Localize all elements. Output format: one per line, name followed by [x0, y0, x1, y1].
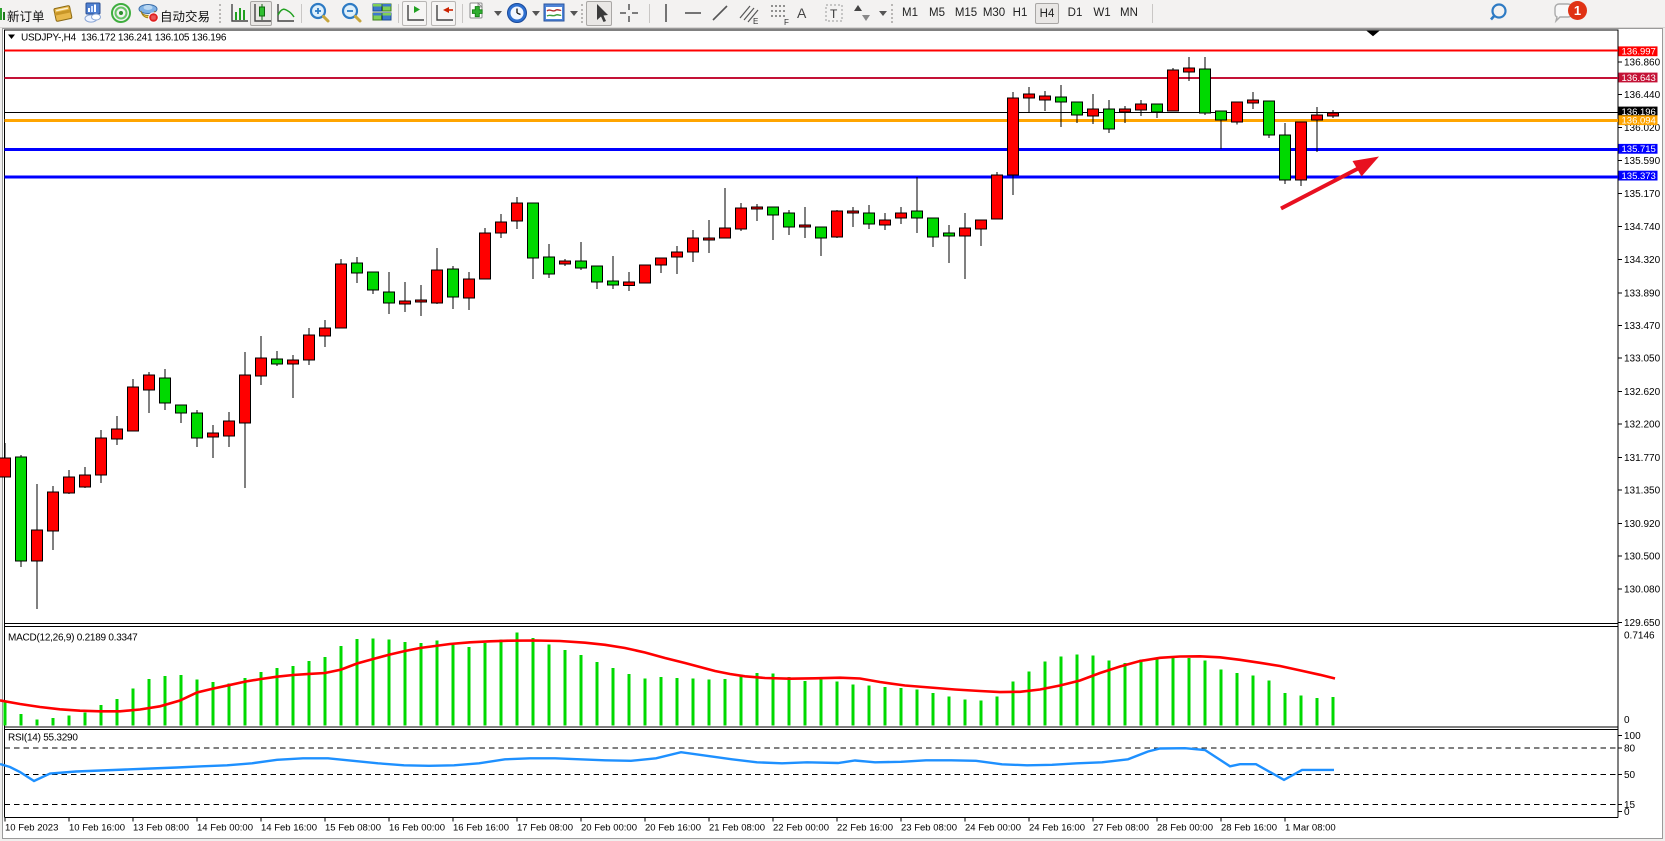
- svg-text:20 Feb 16:00: 20 Feb 16:00: [645, 823, 701, 834]
- svg-text:23 Feb 08:00: 23 Feb 08:00: [901, 823, 957, 834]
- svg-text:136.020: 136.020: [1624, 123, 1661, 134]
- svg-text:130.500: 130.500: [1624, 552, 1661, 563]
- svg-text:RSI(14) 55.3290: RSI(14) 55.3290: [8, 733, 78, 744]
- svg-text:F: F: [784, 18, 789, 27]
- svg-text:28 Feb 00:00: 28 Feb 00:00: [1157, 823, 1213, 834]
- svg-text:16 Feb 00:00: 16 Feb 00:00: [389, 823, 445, 834]
- svg-text:135.590: 135.590: [1624, 156, 1661, 167]
- svg-text:21 Feb 08:00: 21 Feb 08:00: [709, 823, 765, 834]
- svg-text:134.740: 134.740: [1624, 222, 1661, 233]
- svg-text:USDJPY-,H4 136.172 136.241 13: USDJPY-,H4 136.172 136.241 136.105 136.1…: [21, 33, 227, 44]
- svg-text:T: T: [830, 7, 838, 21]
- svg-text:22 Feb 16:00: 22 Feb 16:00: [837, 823, 893, 834]
- svg-text:136.997: 136.997: [1622, 47, 1656, 58]
- svg-text:136.094: 136.094: [1622, 116, 1656, 127]
- svg-text:135.715: 135.715: [1622, 144, 1656, 155]
- svg-text:17 Feb 08:00: 17 Feb 08:00: [517, 823, 573, 834]
- svg-text:131.350: 131.350: [1624, 486, 1661, 497]
- svg-text:15: 15: [1624, 800, 1636, 811]
- svg-text:50: 50: [1624, 770, 1636, 781]
- svg-text:14 Feb 16:00: 14 Feb 16:00: [261, 823, 317, 834]
- svg-text:10 Feb 16:00: 10 Feb 16:00: [69, 823, 125, 834]
- svg-text:15 Feb 08:00: 15 Feb 08:00: [325, 823, 381, 834]
- svg-text:132.620: 132.620: [1624, 387, 1661, 398]
- svg-text:0: 0: [1624, 715, 1630, 726]
- svg-text:133.890: 133.890: [1624, 288, 1661, 299]
- svg-text:24 Feb 00:00: 24 Feb 00:00: [965, 823, 1021, 834]
- svg-text:136.643: 136.643: [1622, 73, 1656, 84]
- svg-text:136.196: 136.196: [1622, 107, 1656, 118]
- svg-text:80: 80: [1624, 744, 1636, 755]
- svg-text:14 Feb 00:00: 14 Feb 00:00: [197, 823, 253, 834]
- svg-text:133.470: 133.470: [1624, 321, 1661, 332]
- svg-text:130.920: 130.920: [1624, 519, 1661, 530]
- svg-text:133.050: 133.050: [1624, 354, 1661, 365]
- svg-text:10 Feb 2023: 10 Feb 2023: [5, 823, 58, 834]
- svg-text:E: E: [753, 17, 758, 26]
- svg-text:136.860: 136.860: [1624, 58, 1661, 69]
- svg-text:134.320: 134.320: [1624, 255, 1661, 266]
- svg-text:MACD(12,26,9) 0.2189 0.3347: MACD(12,26,9) 0.2189 0.3347: [8, 633, 138, 644]
- svg-text:136.440: 136.440: [1624, 90, 1661, 101]
- svg-text:0.7146: 0.7146: [1624, 631, 1655, 642]
- svg-text:135.170: 135.170: [1624, 189, 1661, 200]
- svg-text:135.373: 135.373: [1622, 171, 1656, 182]
- svg-text:131.770: 131.770: [1624, 453, 1661, 464]
- svg-text:1 Mar 08:00: 1 Mar 08:00: [1285, 823, 1336, 834]
- svg-text:129.650: 129.650: [1624, 618, 1661, 629]
- svg-text:130.080: 130.080: [1624, 584, 1661, 595]
- svg-text:132.200: 132.200: [1624, 420, 1661, 431]
- svg-text:24 Feb 16:00: 24 Feb 16:00: [1029, 823, 1085, 834]
- svg-text:28 Feb 16:00: 28 Feb 16:00: [1221, 823, 1277, 834]
- svg-text:16 Feb 16:00: 16 Feb 16:00: [453, 823, 509, 834]
- svg-text:20 Feb 00:00: 20 Feb 00:00: [581, 823, 637, 834]
- svg-text:27 Feb 08:00: 27 Feb 08:00: [1093, 823, 1149, 834]
- svg-text:0: 0: [1624, 807, 1630, 818]
- svg-text:13 Feb 08:00: 13 Feb 08:00: [133, 823, 189, 834]
- svg-text:100: 100: [1624, 731, 1641, 742]
- svg-text:22 Feb 00:00: 22 Feb 00:00: [773, 823, 829, 834]
